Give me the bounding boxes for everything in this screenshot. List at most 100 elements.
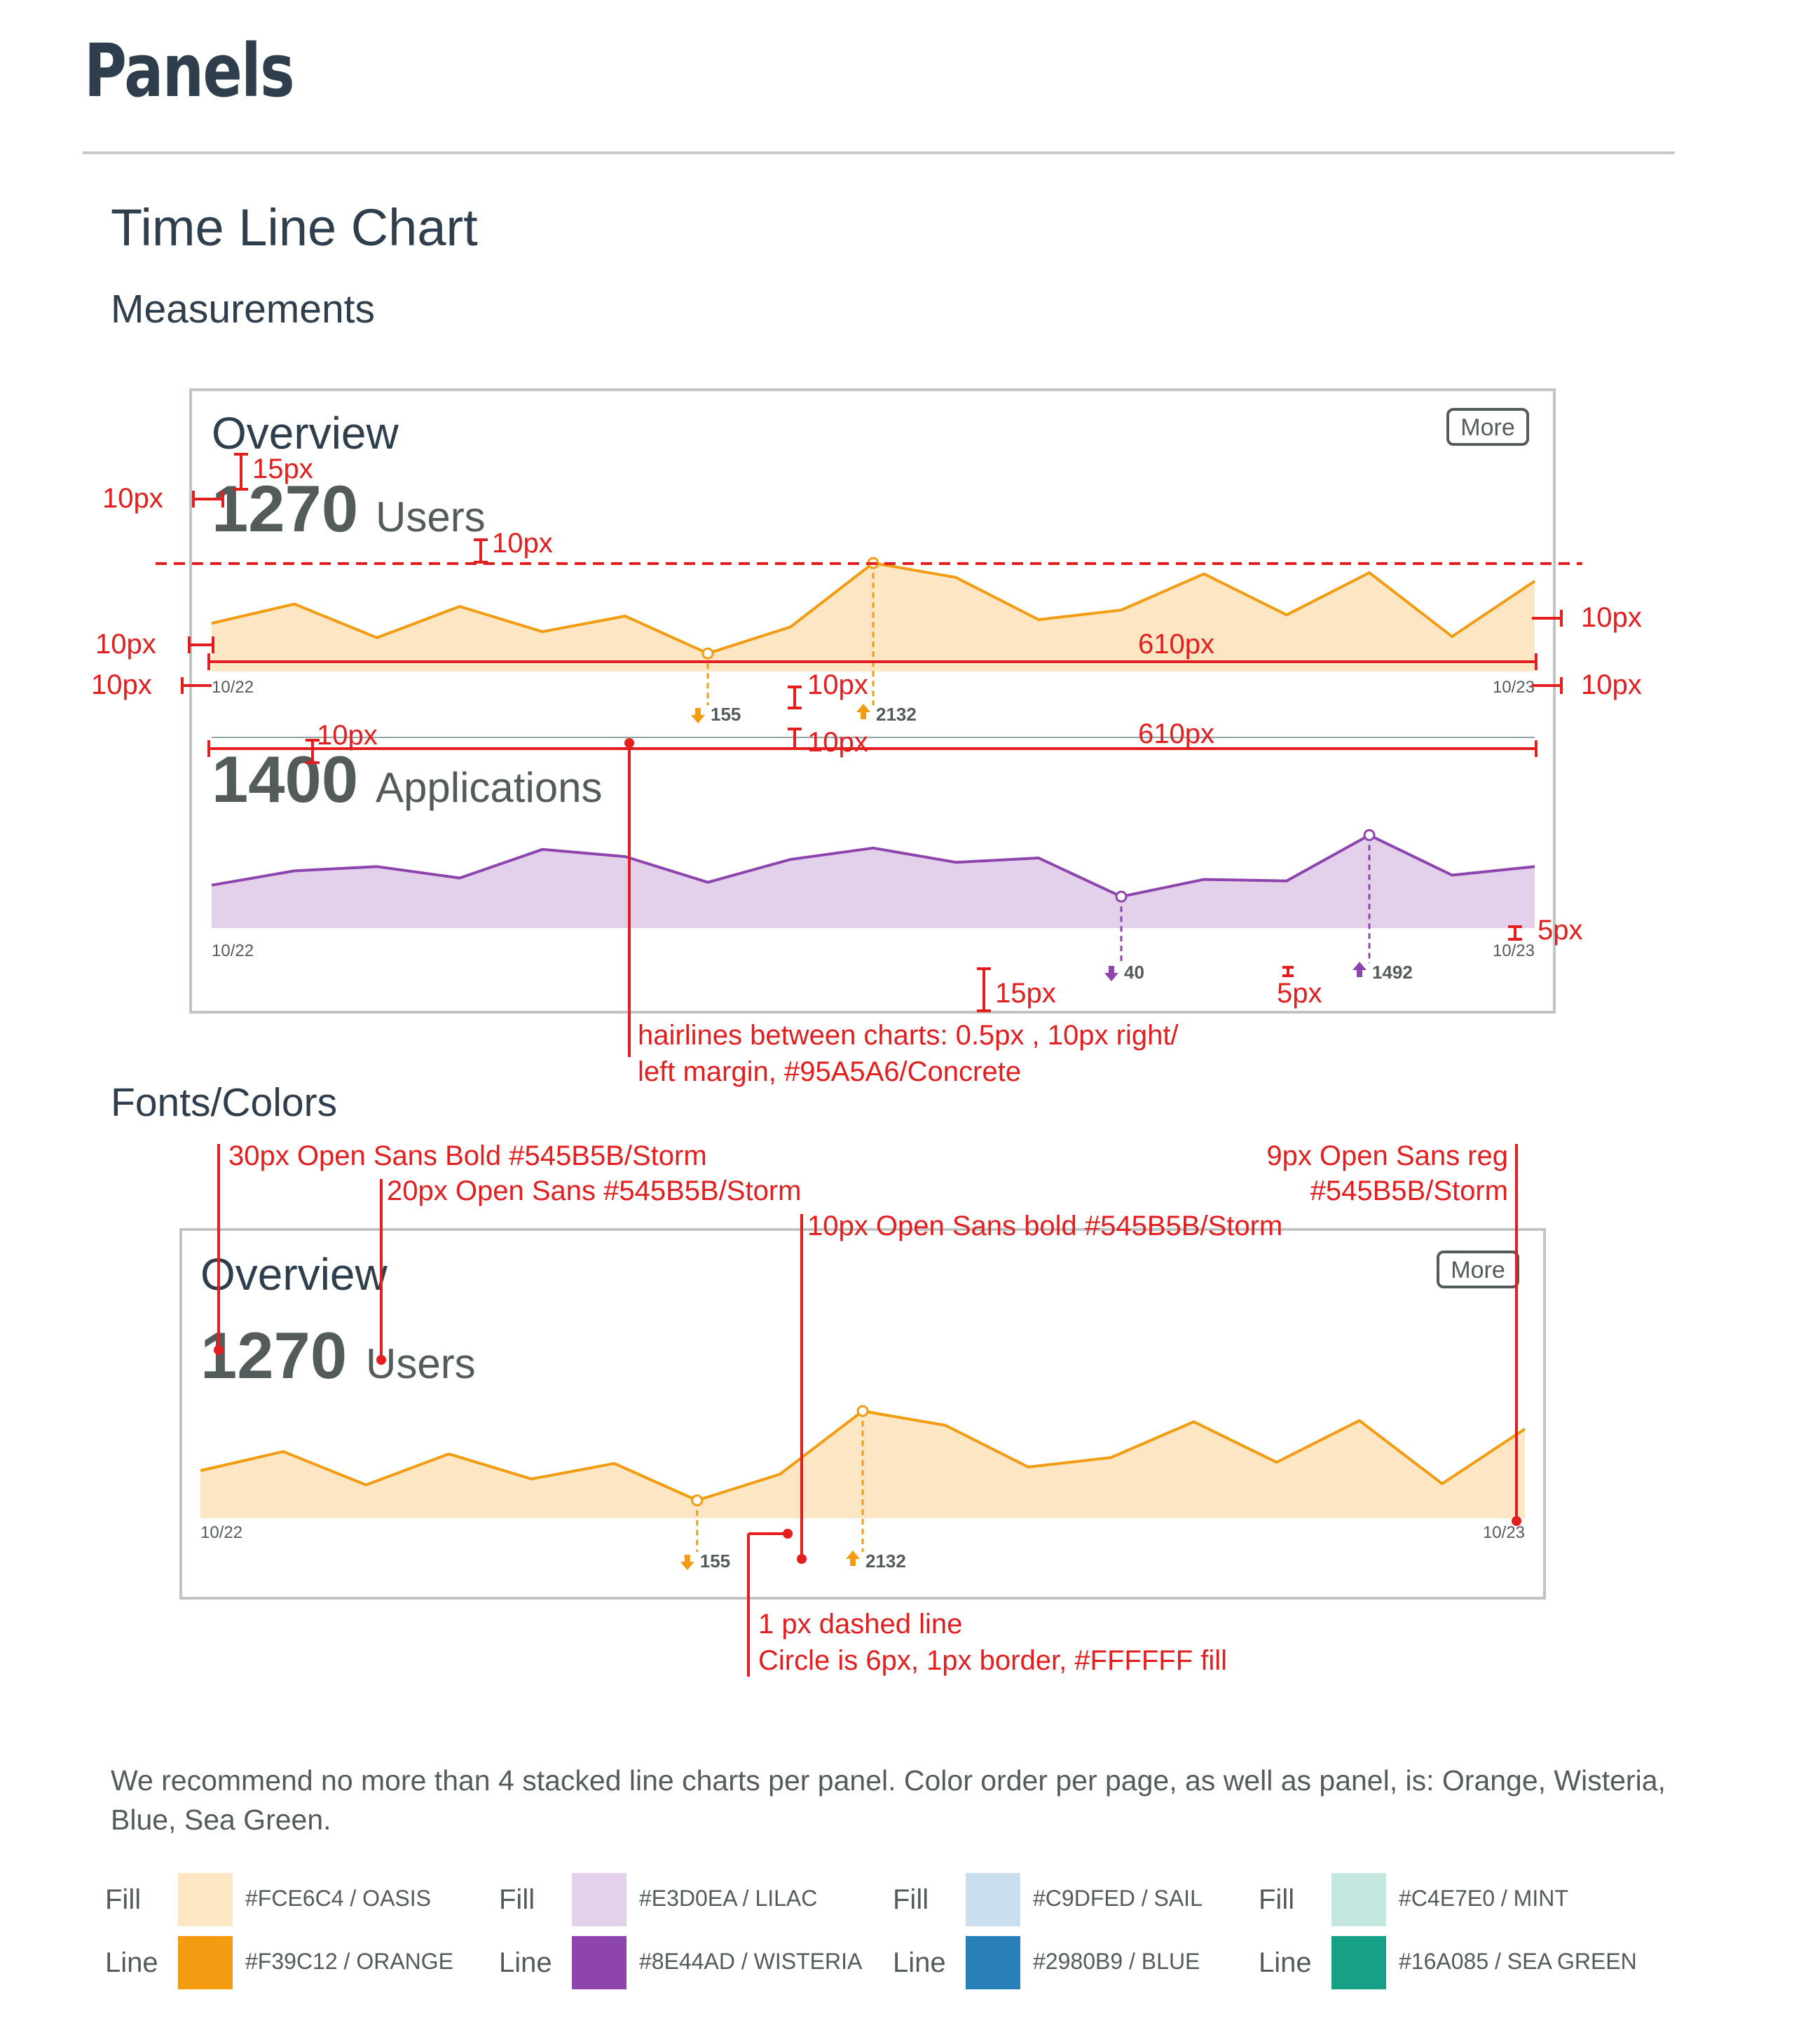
- users-low-label: 155: [700, 1551, 730, 1572]
- swatch-fill-name: #FCE6C4 / OASIS: [245, 1886, 431, 1911]
- label-gap-bottom: 10px: [807, 727, 868, 758]
- swatch-fill-color: [966, 1873, 1020, 1926]
- more-button-label: More: [1460, 414, 1514, 441]
- swatch-fill-label: Fill: [105, 1884, 142, 1915]
- users-value: 1270: [200, 1319, 347, 1392]
- measurement-annotations: [156, 453, 1582, 1057]
- swatch-fill-color: [178, 1873, 233, 1926]
- section-title: Time Line Chart: [111, 198, 478, 257]
- label-chart-width: 610px: [1138, 629, 1214, 660]
- swatch-fill-label: Fill: [499, 1884, 535, 1915]
- panel-title: Overview: [212, 408, 399, 458]
- value-font-note: 30px Open Sans Bold #545B5B/Storm: [228, 1140, 707, 1171]
- applications-low-label: 40: [1124, 962, 1144, 983]
- label-title-gap: 15px: [252, 454, 313, 484]
- font-labels: 30px Open Sans Bold #545B5B/Storm 20px O…: [228, 1140, 1508, 1676]
- recommendation-note: We recommend no more than 4 stacked line…: [111, 1764, 1666, 1836]
- swatch-line-name: #8E44AD / WISTERIA: [639, 1949, 863, 1974]
- label-axis-left: 10px: [91, 669, 152, 700]
- hairline-note-line-1: hairlines between charts: 0.5px , 10px r…: [638, 1020, 1179, 1051]
- more-button-frame: [1446, 408, 1529, 446]
- label-divider-gap: 10px: [317, 720, 378, 751]
- applications-high-arrow-icon: [1353, 962, 1367, 977]
- swatch-fill-label: Fill: [1259, 1884, 1295, 1915]
- fonts-colors-figure: Overview More 1270 Users 10/22 10/23 155…: [179, 1140, 1546, 1677]
- users-low-marker: [691, 1494, 704, 1506]
- hairline-note-line-2: left margin, #95A5A6/Concrete: [638, 1056, 1021, 1087]
- users-low-label: 155: [711, 704, 741, 725]
- hairline-pointer-dot: [624, 738, 634, 748]
- swatch-fill-name: #C4E7E0 / MINT: [1399, 1886, 1568, 1911]
- label-chart-right: 10px: [1581, 602, 1642, 633]
- swatch-fill-color: [572, 1873, 626, 1926]
- annotation-dots: [214, 1345, 1521, 1564]
- label-low-gap: 15px: [995, 978, 1056, 1009]
- label-axis-right: 10px: [1581, 669, 1642, 700]
- axis-font-note-2: #545B5B/Storm: [1310, 1176, 1508, 1206]
- users-low-arrow-icon: [680, 1555, 694, 1570]
- page-title: Panels: [84, 28, 295, 114]
- applications-end-date: 10/23: [1493, 941, 1535, 960]
- users-high-label: 2132: [876, 704, 917, 725]
- label-font-note: 10px Open Sans bold #545B5B/Storm: [807, 1211, 1282, 1241]
- users-value: 1270: [212, 472, 358, 545]
- users-low-marker: [701, 647, 714, 660]
- applications-high-label: 1492: [1372, 962, 1413, 983]
- applications-chart: [211, 829, 1535, 981]
- swatch-line-label: Line: [105, 1947, 158, 1978]
- label-axis-gap: 5px: [1538, 915, 1583, 946]
- label-value-gap: 10px: [492, 528, 553, 559]
- swatch-fill-color: [1331, 1873, 1386, 1926]
- axis-font-note-1: 9px Open Sans reg: [1266, 1140, 1508, 1171]
- font-annotations: [217, 1144, 1518, 1677]
- unit-font-note: 20px Open Sans #545B5B/Storm: [387, 1176, 801, 1206]
- applications-high-marker: [1363, 829, 1376, 841]
- panel-title: Overview: [200, 1249, 388, 1300]
- title-divider: [83, 151, 1675, 154]
- applications-low-marker: [1115, 890, 1128, 903]
- swatch-fill-name: #C9DFED / SAIL: [1033, 1886, 1203, 1911]
- more-button[interactable]: More: [1437, 1251, 1519, 1288]
- label-divider-width: 610px: [1138, 718, 1214, 749]
- swatch-line-color: [1331, 1936, 1386, 1989]
- users-high-marker: [856, 1405, 869, 1417]
- swatch-fill-label: Fill: [893, 1884, 929, 1915]
- users-start-date: 10/22: [200, 1523, 242, 1542]
- more-button-label: More: [1451, 1257, 1505, 1283]
- users-high-arrow-icon: [846, 1551, 860, 1566]
- label-gap-top: 10px: [807, 669, 868, 700]
- swatch-line-color: [966, 1936, 1020, 1989]
- swatch-line-label: Line: [1259, 1947, 1312, 1978]
- swatch-line-label: Line: [499, 1947, 552, 1978]
- swatch-line-color: [178, 1936, 233, 1989]
- users-high-label: 2132: [865, 1551, 906, 1572]
- label-left-margin: 10px: [102, 483, 163, 514]
- users-end-date: 10/23: [1493, 678, 1535, 697]
- users-chart: [200, 1405, 1526, 1570]
- swatch-line-label: Line: [893, 1947, 946, 1978]
- circle-note: Circle is 6px, 1px border, #FFFFFF fill: [758, 1645, 1227, 1676]
- applications-low-arrow-icon: [1104, 966, 1118, 981]
- swatch-line-name: #16A085 / SEA GREEN: [1399, 1949, 1637, 1974]
- applications-unit: Applications: [376, 764, 603, 811]
- users-start-date: 10/22: [212, 678, 254, 697]
- measurement-labels: 15px 10px 10px 10px 10px 10px 10px 610px…: [91, 454, 1642, 1087]
- applications-line: [211, 833, 1535, 899]
- measurements-figure: Overview More 1270 Users 10/22 10/23 155…: [91, 388, 1642, 1087]
- measurements-heading: Measurements: [111, 287, 375, 332]
- users-end-date: 10/23: [1483, 1523, 1525, 1542]
- label-high-gap: 5px: [1277, 978, 1322, 1009]
- swatch-fill-name: #E3D0EA / LILAC: [639, 1886, 818, 1911]
- dashed-line-note: 1 px dashed line: [758, 1609, 962, 1640]
- users-low-arrow-icon: [691, 708, 705, 723]
- users-high-arrow-icon: [856, 704, 870, 719]
- label-chart-left: 10px: [95, 629, 156, 660]
- applications-value: 1400: [212, 742, 358, 816]
- swatch-line-name: #F39C12 / ORANGE: [245, 1949, 453, 1974]
- users-unit: Users: [376, 493, 486, 540]
- fonts-colors-heading: Fonts/Colors: [111, 1080, 338, 1125]
- applications-start-date: 10/22: [212, 941, 254, 960]
- swatch-line-color: [572, 1936, 626, 1989]
- swatch-line-name: #2980B9 / BLUE: [1033, 1949, 1200, 1974]
- more-button[interactable]: More: [1446, 408, 1529, 446]
